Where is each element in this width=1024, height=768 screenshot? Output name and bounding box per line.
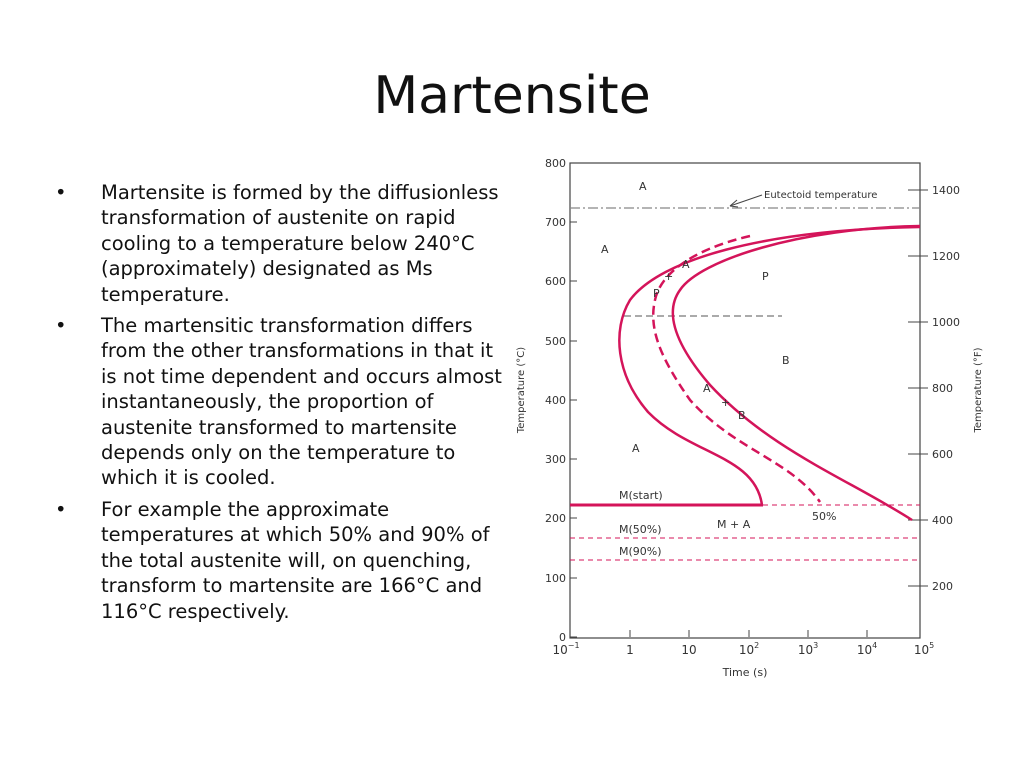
right-tick-label: 400 <box>932 514 953 527</box>
bullet-text: For example the approximate temperatures… <box>101 497 490 623</box>
m-start-label: M(start) <box>619 489 663 502</box>
right-tick-label: 200 <box>932 580 953 593</box>
region-p: P <box>762 270 769 283</box>
curve-label-p: P <box>653 287 660 300</box>
left-tick-label: 400 <box>545 394 566 407</box>
curve-label-b: B <box>738 409 746 422</box>
x-tick-label: 1 <box>626 643 634 657</box>
finish-curve <box>671 224 921 522</box>
right-tick-label: 600 <box>932 448 953 461</box>
right-tick-label: 1000 <box>932 316 960 329</box>
left-tick-label: 800 <box>545 157 566 170</box>
x-tick-label: 10 <box>681 643 696 657</box>
left-tick-label: 300 <box>545 453 566 466</box>
eutectoid-label: Eutectoid temperature <box>764 190 877 201</box>
eutectoid-arrowhead <box>729 199 739 208</box>
label-50-percent: 50% <box>812 510 836 523</box>
right-tick-label: 1400 <box>932 184 960 197</box>
bullet-marker: • <box>55 497 67 521</box>
start-curve <box>618 225 921 506</box>
bullet-item: • Martensite is formed by the diffusionle… <box>55 180 505 307</box>
x-tick-label: 10−1 <box>552 641 579 657</box>
fifty-percent-curve <box>651 234 822 503</box>
x-tick-label: 104 <box>857 641 877 657</box>
eutectoid-arrow <box>729 194 763 207</box>
region-labels: A A A A + P P B A + B M + A 50% <box>601 180 836 531</box>
bullet-list: • Martensite is formed by the diffusionle… <box>55 180 505 630</box>
right-tick-label: 800 <box>932 382 953 395</box>
left-tick-label: 100 <box>545 572 566 585</box>
curve-label-plus2: + <box>721 396 730 409</box>
ttt-diagram: 0 100 200 300 400 500 600 700 800 200 40… <box>516 157 984 679</box>
slide-title: Martensite <box>373 66 651 126</box>
left-tick-label: 600 <box>545 275 566 288</box>
bullet-marker: • <box>55 314 67 338</box>
x-axis-label: Time (s) <box>722 666 768 679</box>
region-m-plus-a: M + A <box>717 518 751 531</box>
x-tick-label: 103 <box>798 641 818 657</box>
left-axis-label: Temperature (°C) <box>516 347 527 434</box>
plot-frame <box>569 162 921 639</box>
curve-label-a: A <box>682 258 690 271</box>
right-tick-labels: 200 400 600 800 1000 1200 1400 <box>932 184 960 593</box>
m-labels: M(start) M(50%) M(90%) <box>619 489 663 558</box>
bullet-item: • For example the approximate temperature… <box>55 497 505 624</box>
bottom-tick-labels: 10−1 1 10 102 103 104 105 <box>552 641 934 657</box>
bullet-text: The martensitic transformation differs f… <box>101 314 502 490</box>
m90-label: M(90%) <box>619 545 662 558</box>
bullet-text: Martensite is formed by the diffusionles… <box>101 181 499 306</box>
m50-label: M(50%) <box>619 523 662 536</box>
right-tick-marks <box>908 189 928 587</box>
right-axis-label: Temperature (°F) <box>973 347 984 433</box>
left-tick-labels: 0 100 200 300 400 500 600 700 800 <box>545 157 566 644</box>
region-a-left: A <box>601 243 609 256</box>
bottom-tick-marks <box>569 630 921 637</box>
region-a-top: A <box>639 180 647 193</box>
bullet-item: • The martensitic transformation differs … <box>55 313 505 491</box>
region-b: B <box>782 354 790 367</box>
curve-label-a2: A <box>703 382 711 395</box>
left-tick-label: 700 <box>545 216 566 229</box>
left-tick-label: 500 <box>545 335 566 348</box>
x-tick-label: 105 <box>914 641 934 657</box>
left-tick-label: 200 <box>545 512 566 525</box>
region-a-bottom: A <box>632 442 640 455</box>
left-tick-label: 0 <box>559 631 566 644</box>
left-tick-marks <box>570 162 577 638</box>
x-tick-label: 102 <box>739 641 759 657</box>
right-tick-label: 1200 <box>932 250 960 263</box>
curve-label-plus: + <box>664 270 673 283</box>
bullet-marker: • <box>55 181 67 204</box>
